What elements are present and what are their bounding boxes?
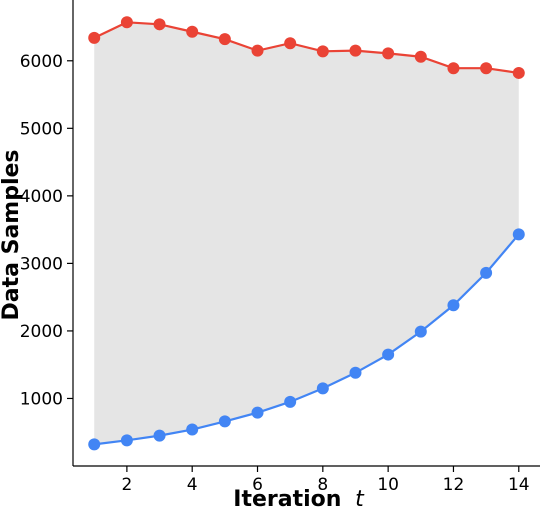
x-tick-label: 8 — [317, 475, 328, 495]
data-point-series-2 — [251, 406, 264, 419]
data-point-series-1 — [153, 18, 166, 31]
data-point-series-2 — [316, 382, 329, 395]
y-tick-label: 3000 — [20, 254, 63, 274]
x-axis-variable: t — [355, 487, 365, 512]
data-point-series-2 — [218, 415, 231, 428]
data-point-series-1 — [447, 62, 460, 75]
y-axis-title: Data Samples — [0, 149, 24, 320]
y-tick-label: 2000 — [20, 322, 63, 342]
y-tick-label: 4000 — [20, 187, 63, 207]
data-point-series-1 — [186, 25, 199, 38]
x-tick-label: 6 — [252, 475, 263, 495]
data-point-series-1 — [382, 47, 395, 60]
y-tick-label: 1000 — [20, 389, 63, 409]
data-point-series-1 — [218, 33, 231, 46]
data-point-series-2 — [414, 325, 427, 338]
data-point-series-1 — [284, 37, 297, 50]
x-tick-label: 14 — [508, 475, 530, 495]
data-point-series-2 — [349, 366, 362, 379]
data-point-series-1 — [88, 31, 101, 44]
data-point-series-2 — [186, 423, 199, 436]
y-tick-label: 5000 — [20, 119, 63, 139]
data-point-series-1 — [480, 62, 493, 75]
y-ticks: 1000 2000 3000 4000 5000 6000 — [20, 52, 73, 409]
data-point-series-1 — [316, 45, 329, 58]
data-point-series-2 — [512, 228, 525, 241]
data-point-series-2 — [480, 266, 493, 279]
data-point-series-1 — [120, 16, 133, 29]
data-point-series-2 — [447, 299, 460, 312]
plot-area — [88, 16, 525, 451]
data-point-series-1 — [414, 50, 427, 63]
x-tick-label: 10 — [377, 475, 399, 495]
data-point-series-2 — [153, 429, 166, 442]
data-point-series-1 — [251, 44, 264, 57]
data-point-series-2 — [88, 438, 101, 451]
x-tick-label: 12 — [443, 475, 465, 495]
data-point-series-2 — [382, 348, 395, 361]
data-point-series-1 — [349, 44, 362, 57]
x-axis-title: Iteration t — [233, 487, 365, 512]
x-tick-label: 4 — [187, 475, 198, 495]
fill-between-region — [94, 22, 519, 445]
data-point-series-2 — [284, 395, 297, 408]
x-ticks: 2 4 6 8 10 12 14 — [121, 466, 530, 495]
x-tick-label: 2 — [121, 475, 132, 495]
data-point-series-1 — [512, 66, 525, 79]
y-tick-label: 6000 — [20, 52, 63, 72]
data-point-series-2 — [120, 434, 133, 447]
x-axis-label: Iteration — [233, 487, 341, 512]
